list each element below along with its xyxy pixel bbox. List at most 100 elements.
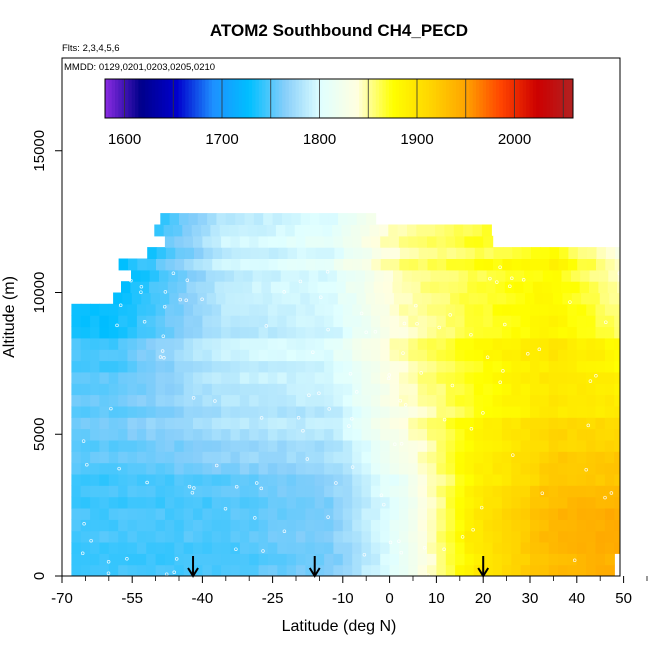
heatmap-cell [436,371,447,384]
heatmap-cell [398,235,409,248]
heatmap-row [71,383,634,396]
heatmap-cell [473,235,484,248]
heatmap-cell [427,508,437,520]
heatmap-cell [492,462,503,475]
sample-dot [403,403,408,407]
heatmap-cell [384,292,395,305]
heatmap-cell [183,417,194,430]
heatmap-cell [286,405,297,418]
heatmap-cell [183,428,194,441]
heatmap-cell [211,337,222,350]
heatmap-cell [108,394,119,407]
heatmap-cell [118,485,129,498]
heatmap-cell [539,349,550,362]
heatmap-cell [202,360,213,373]
heatmap-cell [174,235,185,248]
heatmap-cell [624,259,634,271]
heatmap-cell [586,439,597,452]
heatmap-cell [492,553,503,566]
heatmap-cell [558,417,569,430]
heatmap-cell [586,337,597,350]
heatmap-cell [267,485,278,498]
heatmap-cell [165,428,175,441]
heatmap-cell [604,553,615,566]
sample-dot [317,391,321,396]
heatmap-cell [239,451,250,464]
heatmap-cell [624,497,634,509]
heatmap-cell [108,462,119,475]
heatmap-cell [539,394,550,407]
heatmap-cell [184,247,195,259]
sample-dot [510,276,514,281]
heatmap-cell [127,383,138,396]
heatmap-cell [408,439,419,452]
sample-dot [511,453,515,457]
heatmap-cell [492,564,503,576]
heatmap-cell [530,394,540,407]
heatmap-cell [445,496,456,509]
sample-dot [282,290,286,294]
sample-dot [442,417,447,422]
heatmap-cell [211,405,222,418]
heatmap-cell [160,213,171,225]
heatmap-cell [277,439,288,452]
heatmap-cell [333,258,344,271]
heatmap-cell [455,315,466,328]
heatmap-cell [296,383,306,396]
heatmap-cell [80,383,91,396]
heatmap-cell [525,292,535,305]
heatmap-cell [642,429,650,441]
heatmap-cell [99,360,110,373]
heatmap-cell [277,258,288,271]
heatmap-cell [530,349,540,362]
heatmap-cell [230,428,241,441]
heatmap-cell [473,496,484,509]
heatmap-cell [380,417,391,430]
heatmap-cell [511,564,522,576]
heatmap-cell [99,451,110,464]
heatmap-cell [361,473,372,486]
heatmap-cell [618,292,620,305]
sample-dot [326,515,330,519]
colorbar-segment [412,79,417,118]
heatmap-cell [624,383,634,395]
heatmap-cell [258,451,269,464]
sample-dot [301,428,305,433]
heatmap-cell [521,258,532,271]
heatmap-cell [473,417,484,430]
heatmap-cell [187,269,198,282]
heatmap-cell [315,258,326,271]
heatmap-cell [71,315,82,328]
heatmap-cell [108,337,119,350]
heatmap-cell [399,428,409,441]
heatmap-cell [464,371,475,384]
heatmap-cell [71,326,82,339]
heatmap-cell [380,371,391,384]
heatmap-cell [473,439,484,452]
heatmap-cell [193,360,203,373]
heatmap-cell [146,405,157,418]
heatmap-cell [614,519,620,532]
heatmap-cell [408,485,419,498]
heatmap-cell [267,428,278,441]
heatmap-cell [633,497,643,509]
heatmap-cell [296,315,306,328]
heatmap-cell [108,530,119,543]
heatmap-cell [333,519,344,532]
heatmap-cell [118,564,129,576]
heatmap-cell [174,258,185,271]
sample-dot [450,383,455,388]
colorbar-segment [449,79,454,118]
heatmap-cell [202,496,213,509]
colorbar-segment [178,79,183,118]
heatmap-cell [511,439,522,452]
heatmap-cell [90,462,101,475]
colorbar-segment [118,79,123,118]
heatmap-cell [417,405,428,418]
colorbar-segment [562,79,567,118]
heatmap-cell [249,542,260,554]
heatmap-cell [595,326,606,339]
heatmap-cell [202,462,213,475]
sample-dot [603,495,607,500]
sample-dot [234,547,238,551]
